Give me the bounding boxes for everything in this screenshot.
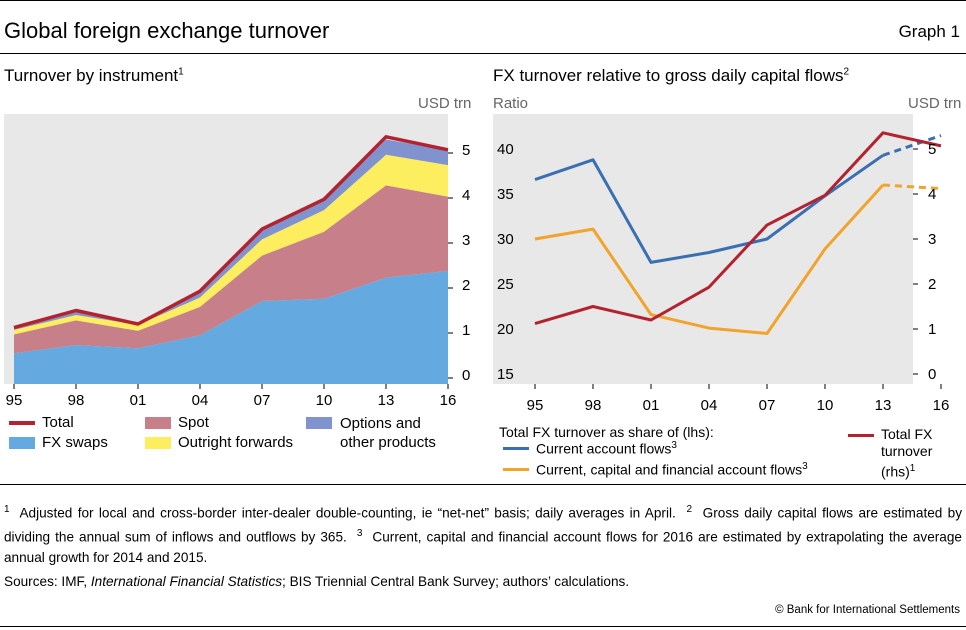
bottom-rule [0,626,966,627]
right-x-tick-label: 95 [527,397,544,414]
right-legend-heading: Total FX turnover as share of (lhs): [499,424,714,440]
right-unit-left-label: Ratio [493,95,529,112]
legend-label-spot: Spot [178,414,209,431]
right-x-tick-label: 16 [933,397,950,414]
right-y-left-tick-label: 40 [497,141,514,158]
legend-swatch-options [306,417,332,429]
right-plot-background [493,114,913,384]
left-y-tick-label: 5 [462,142,470,159]
legend-label-outright: Outright forwards [178,434,294,451]
area-options-other [14,139,448,330]
line-total-turnover [13,135,449,330]
left-panel-title: Turnover by instrument1 [4,66,184,85]
left-unit-label: USD trn [418,95,472,112]
right-y-right-tick-label: 2 [928,276,936,293]
top-rule [0,0,966,1]
right-y-right-tick-label: 0 [928,366,936,383]
left-x-tick-label: 98 [68,392,85,409]
left-y-tick-label: 3 [462,232,470,249]
legend-label-total: Total [42,414,74,431]
right-x-tick-label: 01 [643,397,660,414]
left-x-tick-label: 95 [6,392,23,409]
footnote-rule [0,484,966,485]
legend-swatch-total-fx [848,434,874,437]
legend-swatch-capital-flows [503,468,529,471]
left-x-tick-label: 16 [440,392,457,409]
right-x-tick-label: 98 [585,397,602,414]
right-panel-title: FX turnover relative to gross daily capi… [493,66,850,85]
legend-label-capital-flows: Current, capital and financial account f… [536,461,808,478]
right-y-left-tick-label: 30 [497,231,514,248]
left-x-tick-label: 04 [192,392,209,409]
left-y-tick-label: 4 [462,187,470,204]
right-x-tick-label: 04 [701,397,718,414]
line-total-fx-turnover [534,131,942,326]
legend-swatch-total [9,421,35,425]
page-title: Global foreign exchange turnover [4,18,330,43]
area-spot [14,185,448,354]
right-unit-right-label: USD trn [908,95,962,112]
line-capital-flows [534,183,885,335]
right-y-right-tick-label: 1 [928,321,936,338]
line-current-account-estimate [882,134,942,157]
legend-swatch-outright [145,437,171,449]
legend-label-options: Options and other products [340,415,436,451]
area-fx-swaps [14,270,448,384]
legend-label-fx-swaps: FX swaps [42,434,108,451]
right-y-left-tick-label: 35 [497,186,514,203]
right-x-tick-label: 07 [759,397,776,414]
right-y-right-tick-label: 5 [928,141,936,158]
legend-swatch-spot [145,417,171,429]
left-y-tick-label: 2 [462,277,470,294]
left-x-tick-label: 10 [316,392,333,409]
header-rule [0,53,966,54]
right-y-left-tick-label: 25 [497,276,514,293]
left-x-tick-label: 07 [254,392,271,409]
right-y-left-tick-label: 20 [497,321,514,338]
right-x-tick-label: 13 [875,397,892,414]
left-x-tick-label: 13 [378,392,395,409]
left-y-tick-label: 0 [462,367,470,384]
right-y-right-tick-label: 4 [928,186,936,203]
right-y-left-tick-label: 15 [497,366,514,383]
legend-label-total-fx: Total FX turnover (rhs)1 [881,426,933,480]
right-y-right-tick-label: 3 [928,231,936,248]
area-outright-forwards [14,154,448,335]
right-x-tick-label: 10 [817,397,834,414]
left-x-tick-label: 01 [130,392,147,409]
line-capital-flows-estimate [882,183,942,191]
legend-label-current-account: Current account flows3 [536,440,677,457]
legend-swatch-fx-swaps [9,437,35,449]
legend-swatch-current-account [503,447,529,450]
footnotes: 1 Adjusted for local and cross-border in… [4,504,963,566]
sources: Sources: IMF, International Financial St… [4,574,630,589]
left-y-tick-label: 1 [462,322,470,339]
graph-number: Graph 1 [898,22,960,41]
copyright: © Bank for International Settlements [775,604,960,616]
